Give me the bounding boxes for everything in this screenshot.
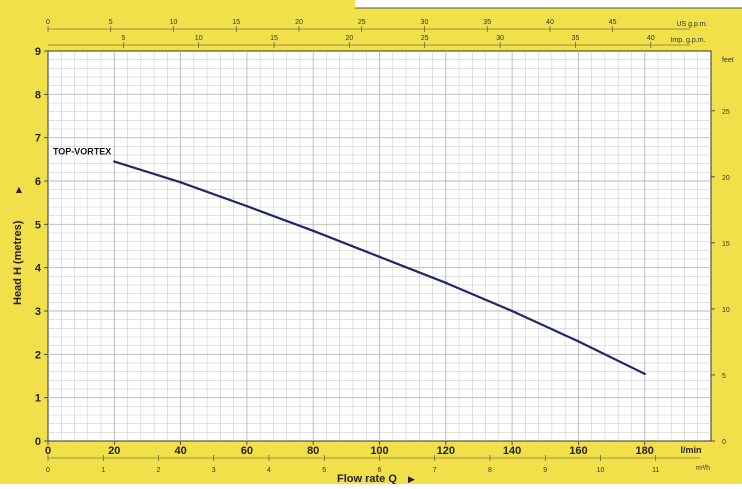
- data-point: [378, 255, 381, 258]
- right-tick-label: 10: [722, 307, 730, 314]
- imp-gpm-tick-label: 30: [496, 35, 504, 42]
- right-tick-label: 0: [722, 439, 726, 446]
- y-tick-label: 3: [35, 306, 41, 318]
- x2-tick-label: 2: [157, 467, 161, 474]
- imp-gpm-tick-label: 15: [270, 35, 278, 42]
- imp-gpm-tick-label: 25: [421, 35, 429, 42]
- x-tick-label: 80: [307, 445, 319, 457]
- right-tick-label: 15: [722, 241, 730, 248]
- top-right-white-band: [355, 0, 742, 8]
- x2-tick-label: 1: [101, 467, 105, 474]
- y-tick-label: 7: [35, 133, 41, 145]
- x-axis-title: Flow rate Q: [337, 473, 397, 484]
- x-tick-label: 140: [503, 445, 521, 457]
- x2-tick-label: 9: [543, 467, 547, 474]
- y-axis-arrow: ▶: [14, 186, 23, 193]
- x2-tick-label: 8: [488, 467, 492, 474]
- grid-lines: [48, 51, 711, 441]
- us-gpm-tick-label: 35: [483, 19, 491, 26]
- imp-gpm-tick-label: 20: [346, 35, 354, 42]
- us-gpm-unit-label: US g.p.m.: [676, 21, 707, 28]
- x-unit-label: l/min: [680, 445, 701, 455]
- imp-gpm-tick-label: 5: [121, 35, 125, 42]
- imp-gpm-unit-label: Imp. g.p.m.: [670, 37, 705, 44]
- right-tick-label: 25: [722, 109, 730, 116]
- y-tick-label: 6: [35, 176, 41, 188]
- y-tick-label: 8: [35, 89, 41, 101]
- x-tick-label: 100: [370, 445, 388, 457]
- y-tick-label: 2: [35, 349, 41, 361]
- data-point: [444, 281, 447, 284]
- x2-tick-label: 3: [212, 467, 216, 474]
- us-gpm-tick-label: 10: [170, 19, 178, 26]
- data-point: [245, 205, 248, 208]
- data-point: [510, 309, 514, 313]
- x2-tick-label: 7: [433, 467, 437, 474]
- y-axis-title: Head H (metres): [12, 220, 24, 305]
- y-tick-label: 1: [35, 393, 41, 405]
- series-layer: TOP-VORTEX: [53, 147, 646, 375]
- us-gpm-tick-label: 15: [232, 19, 240, 26]
- x-tick-label: 40: [174, 445, 186, 457]
- x-tick-label: 180: [636, 445, 654, 457]
- us-gpm-tick-label: 30: [421, 19, 429, 26]
- x2-tick-label: 0: [46, 467, 50, 474]
- x2-tick-label: 6: [378, 467, 382, 474]
- x-axis-arrow: ▶: [408, 474, 415, 484]
- us-gpm-tick-label: 20: [295, 19, 303, 26]
- x2-tick-label: 11: [652, 467, 659, 474]
- x-tick-label: 20: [108, 445, 120, 457]
- series-label: TOP-VORTEX: [53, 147, 111, 157]
- y-tick-label: 4: [35, 263, 42, 275]
- us-gpm-tick-label: 45: [609, 19, 617, 26]
- y-tick-label: 5: [35, 219, 41, 231]
- x-tick-label: 120: [437, 445, 455, 457]
- x2-tick-label: 4: [267, 467, 271, 474]
- imp-gpm-tick-label: 10: [195, 35, 203, 42]
- us-gpm-tick-label: 5: [109, 19, 113, 26]
- x2-unit-label: m³/h: [696, 465, 710, 472]
- x-tick-label: 0: [45, 445, 51, 457]
- x-tick-label: 160: [569, 445, 587, 457]
- imp-gpm-tick-label: 40: [647, 35, 655, 42]
- data-point: [643, 372, 646, 375]
- data-point: [577, 340, 580, 343]
- x2-tick-label: 5: [322, 467, 326, 474]
- imp-gpm-tick-label: 35: [572, 35, 580, 42]
- data-point: [312, 229, 315, 232]
- x-tick-label: 60: [241, 445, 253, 457]
- y-tick-label: 9: [35, 46, 41, 58]
- data-point: [113, 160, 116, 163]
- x2-tick-label: 10: [597, 467, 605, 474]
- us-gpm-tick-label: 25: [358, 19, 366, 26]
- us-gpm-tick-label: 0: [46, 19, 50, 26]
- data-point: [179, 181, 182, 184]
- right-unit-label: feet: [722, 57, 734, 64]
- us-gpm-tick-label: 40: [546, 19, 554, 26]
- y-tick-label: 0: [35, 436, 41, 448]
- right-tick-label: 5: [722, 373, 726, 380]
- right-tick-label: 20: [722, 175, 730, 182]
